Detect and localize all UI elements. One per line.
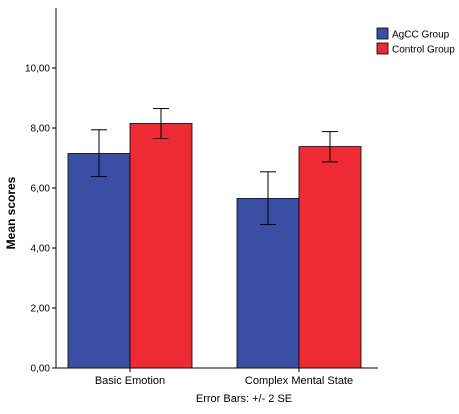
bar	[236, 198, 300, 369]
bars	[67, 123, 362, 369]
error-bars-footnote: Error Bars: +/- 2 SE	[196, 393, 292, 405]
legend-swatch	[376, 42, 389, 55]
legend-label: Control Group	[392, 45, 455, 56]
bar	[298, 146, 362, 369]
y-tick-label: 10,00	[25, 64, 50, 75]
error-bars	[91, 108, 338, 226]
x-tick-label: Basic Emotion	[95, 375, 165, 387]
legend: AgCC Group Control Group	[376, 27, 455, 56]
y-tick-label: 6,00	[31, 184, 51, 195]
x-tick-label: Complex Mental State	[245, 375, 353, 387]
y-tick-label: 0,00	[31, 364, 51, 375]
y-axis-label: Mean scores	[4, 176, 18, 249]
y-tick-label: 2,00	[31, 304, 51, 315]
bar	[67, 153, 131, 369]
y-tick-label: 8,00	[31, 124, 51, 135]
legend-label: AgCC Group	[392, 30, 450, 41]
bar	[129, 123, 193, 369]
legend-swatch	[376, 27, 389, 40]
y-tick-label: 4,00	[31, 244, 51, 255]
